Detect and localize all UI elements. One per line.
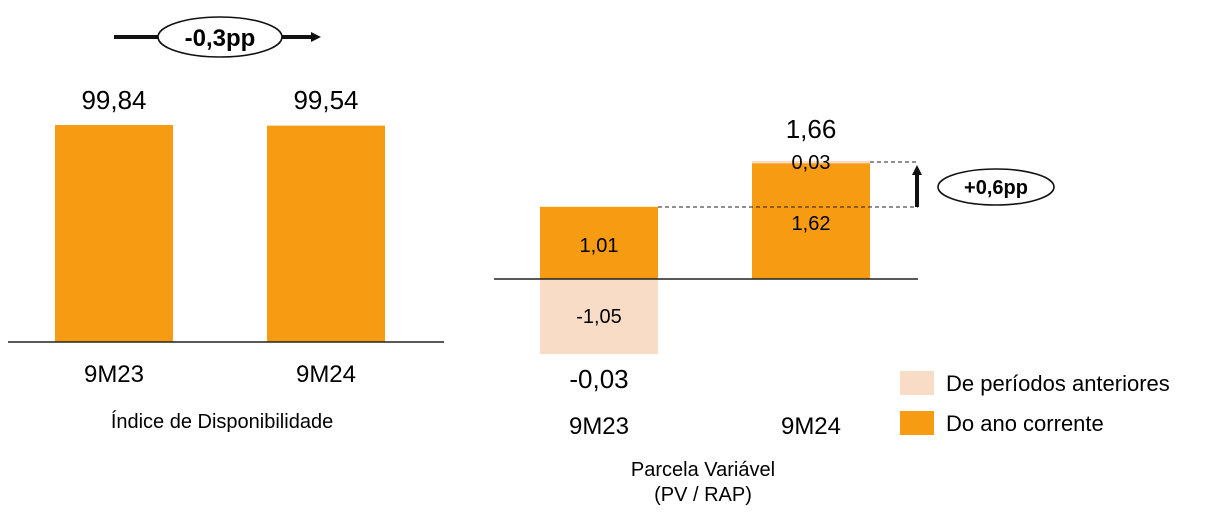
tick-label-9m24: 9M24 [781, 413, 841, 440]
variable-portion-chart: 1,01 -1,05 1,62 0,03 -0,03 1,66 9M23 9M2… [494, 114, 1170, 506]
legend-label: Do ano corrente [946, 411, 1104, 436]
segment-label-previous-9m23: -1,05 [576, 306, 622, 328]
legend-item-current: Do ano corrente [900, 411, 1104, 436]
tick-label-9m23: 9M23 [84, 361, 144, 388]
legend: De períodos anteriores Do ano corrente [900, 371, 1170, 436]
segment-label-previous-9m24: 0,03 [792, 152, 831, 174]
legend-item-previous: De períodos anteriores [900, 371, 1170, 396]
segment-label-current-9m24: 1,62 [792, 213, 831, 235]
bar-segment-current-9m24 [752, 163, 870, 279]
total-label-9m23: -0,03 [569, 364, 628, 394]
delta-annotation: -0,3pp [114, 16, 321, 58]
variable-portion-bars [540, 161, 870, 355]
delta-label: -0,3pp [185, 25, 256, 52]
reference-lines [658, 161, 918, 208]
bar-segment-previous-9m24 [752, 161, 870, 164]
legend-label: De períodos anteriores [946, 371, 1170, 396]
total-label-9m24: 1,66 [786, 114, 837, 144]
delta-pill [937, 168, 1055, 206]
tick-label-9m23: 9M23 [569, 413, 629, 440]
bar-segment-current-9m23 [540, 206, 658, 279]
delta-label: +0,6pp [964, 177, 1028, 199]
legend-swatch [900, 411, 934, 435]
availability-chart: 99,84 99,54 9M23 9M24 Índice de Disponib… [8, 16, 444, 433]
availability-bars [55, 125, 385, 343]
segment-label-current-9m23: 1,01 [580, 235, 619, 257]
bar-9m23 [55, 125, 173, 342]
bar-segment-previous-9m23 [540, 279, 658, 355]
tick-label-9m24: 9M24 [296, 361, 356, 388]
x-axis-label: Índice de Disponibilidade [111, 410, 333, 433]
x-axis-label-line1: Parcela Variável [631, 459, 775, 481]
legend-swatch [900, 371, 934, 395]
bar-9m24 [267, 125, 385, 343]
value-label-9m23: 99,84 [81, 85, 146, 115]
x-axis-label-line2: (PV / RAP) [654, 484, 752, 506]
delta-annotation: +0,6pp [912, 165, 1055, 207]
value-label-9m24: 99,54 [293, 85, 358, 115]
